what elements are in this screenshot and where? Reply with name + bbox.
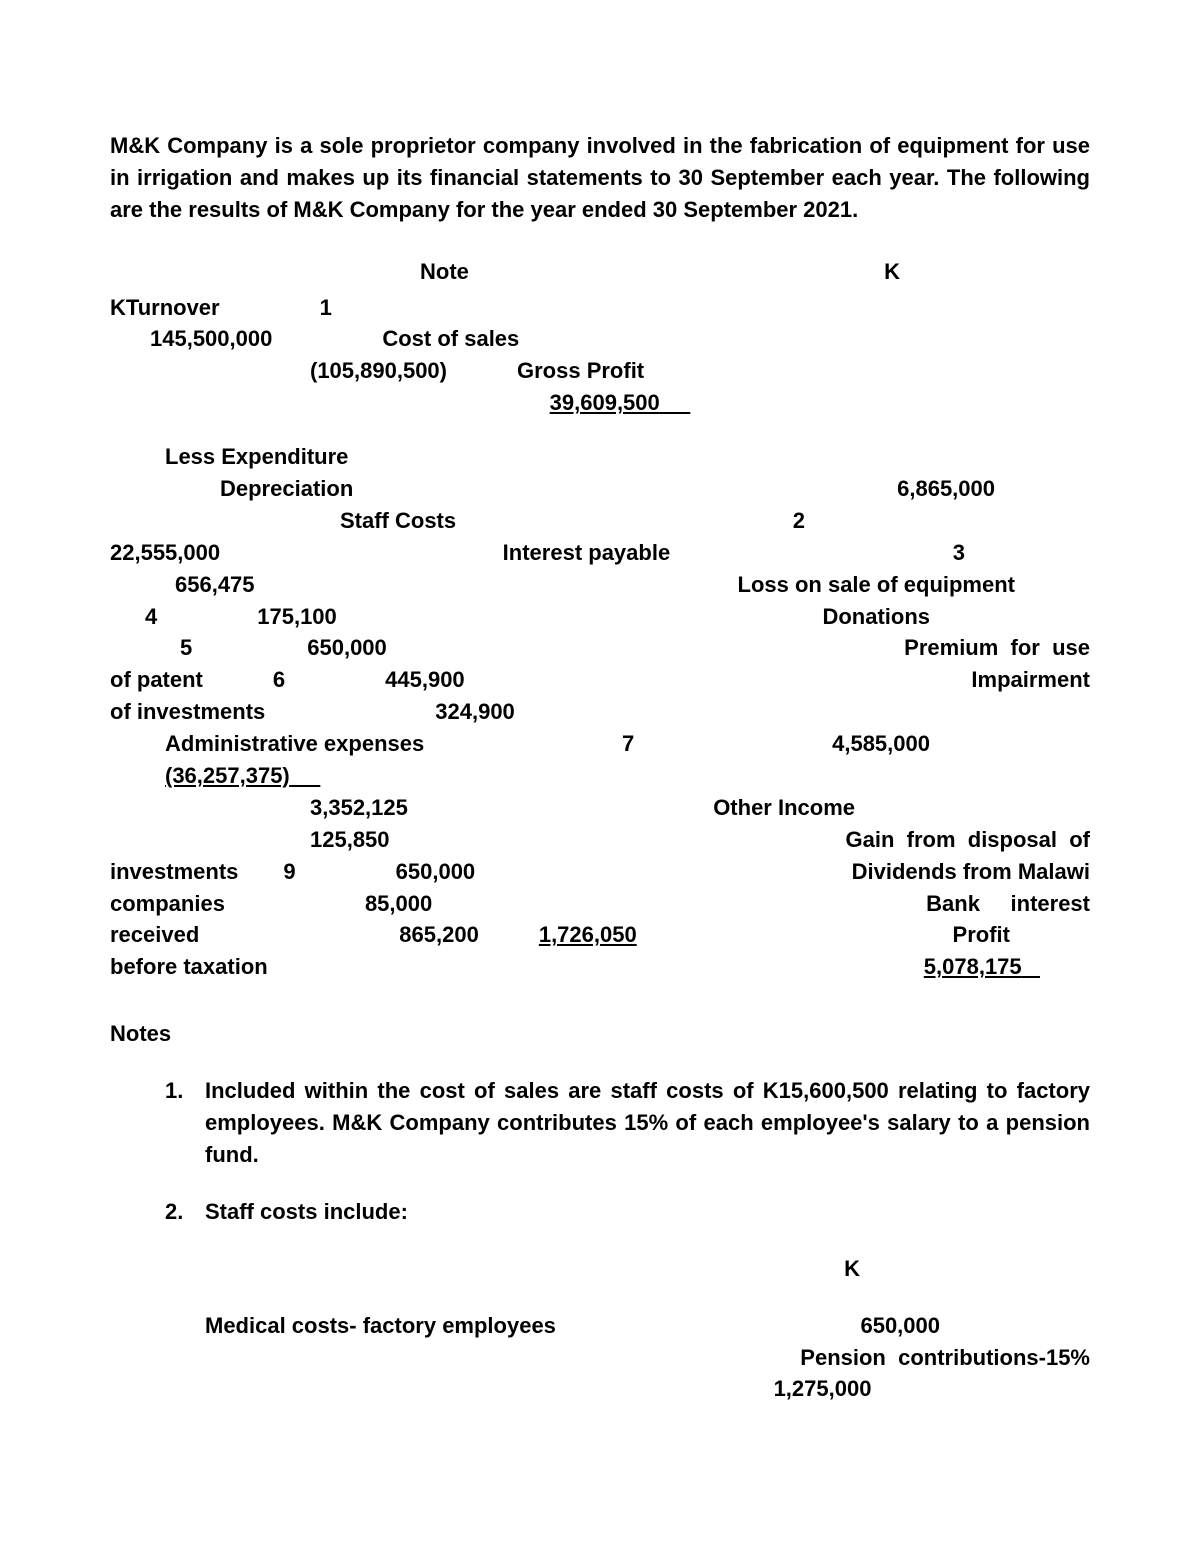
profit-label-part2: before taxation [110,951,268,983]
intro-paragraph: M&K Company is a sole proprietor company… [110,130,1090,226]
loss-sale-value: 175,100 [257,601,337,633]
impairment-value: 324,900 [435,696,515,728]
cost-of-sales-value: (105,890,500) [310,355,447,387]
donations-note: 5 [180,632,192,664]
staff-costs-note: 2 [793,505,805,537]
bank-interest-label-part1: Bank interest [926,888,1090,920]
notes-header: Notes [110,1018,1090,1050]
k-header: K [884,256,900,288]
impairment-label-part1: Impairment [971,664,1090,696]
other-income-label: Other Income [713,792,855,824]
other-income-total: 1,726,050 [539,919,637,951]
interest-payable-note: 3 [953,537,965,569]
premium-note: 6 [273,664,285,696]
note-1: 1. Included within the cost of sales are… [110,1075,1090,1171]
gross-profit-label: Gross Profit [517,355,644,387]
gain-disposal-label-part2: investments [110,856,238,888]
column-headers: Note K [110,256,1090,288]
turnover-label: Turnover [126,292,220,324]
loss-sale-label: Loss on sale of equipment [738,569,1015,601]
cost-of-sales-label: Cost of sales [382,323,519,355]
financial-statement: K Turnover 1 145,500,000 Cost of sales (… [110,292,1090,984]
bank-interest-value: 865,200 [399,919,479,951]
profit-label-part1: Profit [953,919,1010,951]
admin-label: Administrative expenses [165,728,424,760]
note-2-text: Staff costs include: [205,1196,1090,1228]
staff-costs-value: 22,555,000 [110,537,220,569]
note-1-text: Included within the cost of sales are st… [205,1075,1090,1171]
premium-label-part2: of patent [110,664,203,696]
other-income-value: 125,850 [310,824,390,856]
staff-costs-detail: Medical costs- factory employees 650,000… [110,1310,1090,1406]
profit-value: 5,078,175 [924,951,1040,983]
note-header: Note [420,256,469,288]
donations-label: Donations [822,601,930,633]
dividends-value: 85,000 [365,888,432,920]
medical-label: Medical costs- factory employees [205,1310,556,1342]
staff-costs-label: Staff Costs [340,505,456,537]
depreciation-value: 6,865,000 [897,473,995,505]
note-2: 2. Staff costs include: [110,1196,1090,1228]
k-label-right: K [110,1253,1090,1285]
gain-disposal-label-part1: Gain from disposal of [846,824,1090,856]
medical-value: 650,000 [860,1310,940,1342]
subtotal: 3,352,125 [310,792,408,824]
premium-label-part1: Premium for use [904,632,1090,664]
admin-note: 7 [622,728,634,760]
turnover-value: 145,500,000 [150,323,272,355]
impairment-label-part2: of investments [110,696,265,728]
interest-payable-value: 656,475 [175,569,255,601]
depreciation-label: Depreciation [220,473,353,505]
note-2-number: 2. [165,1196,205,1228]
donations-value: 650,000 [307,632,387,664]
k-label: K [110,292,126,324]
gross-profit-value: 39,609,500 [550,390,691,415]
gain-disposal-value: 650,000 [396,856,476,888]
gain-disposal-note: 9 [283,856,295,888]
total-expenditure: (36,257,375) [165,763,320,788]
admin-value: 4,585,000 [832,728,930,760]
turnover-note: 1 [320,292,332,324]
pension-label: Pension contributions-15% [800,1345,1090,1370]
bank-interest-label-part2: received [110,919,199,951]
loss-sale-note: 4 [145,601,157,633]
interest-payable-label: Interest payable [503,537,671,569]
premium-value: 445,900 [385,664,465,696]
dividends-label-part1: Dividends from Malawi [852,856,1090,888]
less-expenditure: Less Expenditure [110,441,1090,473]
pension-value: 1,275,000 [774,1376,872,1401]
note-1-number: 1. [165,1075,205,1171]
dividends-label-part2: companies [110,888,225,920]
